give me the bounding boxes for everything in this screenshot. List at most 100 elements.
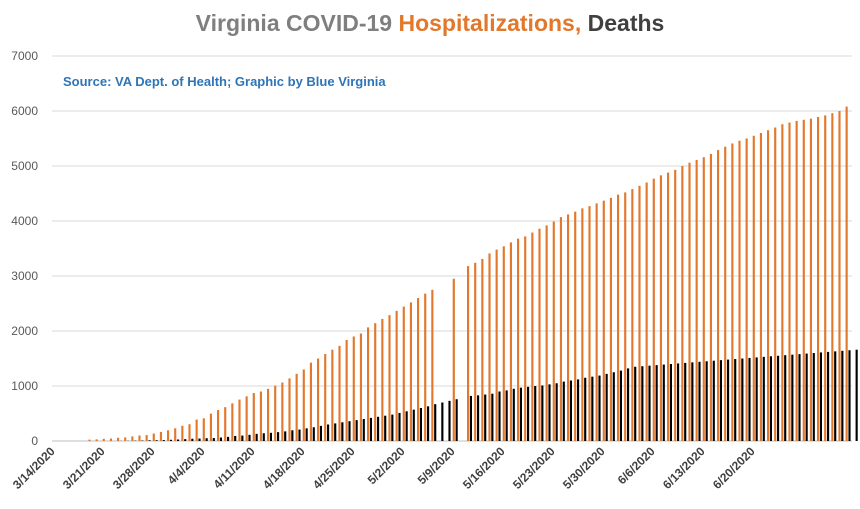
bar-hospitalizations [724,146,727,441]
x-tick-label: 5/23/2020 [510,444,558,492]
bar-hospitalizations [145,435,148,441]
bar-deaths [555,383,558,441]
bar-deaths [305,428,308,441]
bar-hospitalizations [409,302,412,441]
bar-deaths [662,364,665,441]
bar-hospitalizations [638,185,641,441]
bar-deaths [591,376,594,441]
bar-hospitalizations [595,203,598,441]
bar-hospitalizations [424,293,427,441]
bar-hospitalizations [481,258,484,441]
bar-deaths [177,439,180,441]
bar-deaths [698,361,701,441]
bar-hospitalizations [838,111,841,441]
bar-deaths [655,365,658,441]
bar-hospitalizations [452,278,455,441]
bar-deaths [427,406,430,441]
x-tick-label: 3/14/2020 [10,444,58,492]
bar-deaths [441,402,444,441]
bar-deaths [341,422,344,441]
bar-deaths [541,385,544,441]
bar-hospitalizations [288,378,291,441]
bar-hospitalizations [574,211,577,441]
bar-hospitalizations [788,122,791,442]
bar-hospitalizations [174,428,177,441]
bar-hospitalizations [388,315,391,441]
bar-deaths [634,366,637,441]
bar-deaths [669,364,672,441]
bar-hospitalizations [131,436,134,441]
bar-hospitalizations [259,391,262,441]
bar-hospitalizations [395,310,398,441]
bar-deaths [527,386,530,441]
bar-deaths [798,354,801,441]
bar-hospitalizations [124,437,127,441]
bar-deaths [748,357,751,441]
bar-deaths [769,356,772,441]
bar-hospitalizations [252,393,255,441]
bar-hospitalizations [295,373,298,441]
x-tick-label: 4/4/2020 [165,444,208,487]
bar-hospitalizations [617,194,620,441]
bar-hospitalizations [709,153,712,441]
bar-deaths [498,391,501,441]
bar-deaths [391,414,394,441]
bar-hospitalizations [374,323,377,441]
bar-hospitalizations [752,135,755,441]
x-tick-label: 4/25/2020 [310,444,358,492]
bar-deaths [519,387,522,441]
bar-deaths [562,381,565,441]
x-tick-label: 5/30/2020 [560,444,608,492]
bar-deaths [262,433,265,441]
bar-deaths [191,438,194,441]
bar-hospitalizations [567,214,570,441]
bar-hospitalizations [338,345,341,441]
bar-deaths [841,350,844,441]
bar-hospitalizations [181,425,184,441]
bar-deaths [762,356,765,441]
bar-hospitalizations [745,138,748,441]
bar-hospitalizations [538,228,541,441]
bar-deaths [234,435,237,441]
bar-deaths [819,352,822,441]
bar-deaths [419,408,422,441]
bar-hospitalizations [824,115,827,442]
bar-deaths [848,350,851,441]
bar-deaths [834,351,837,441]
chart-title: Virginia COVID-19 Hospitalizations, Deat… [0,10,860,37]
bar-hospitalizations [281,382,284,441]
bar-hospitalizations [817,117,820,442]
bar-hospitalizations [831,113,834,441]
bar-deaths [477,395,480,441]
bar-deaths [162,440,165,441]
bar-hospitalizations [195,419,198,441]
bar-deaths [505,390,508,441]
bar-hospitalizations [209,413,212,441]
bar-hospitalizations [602,200,605,441]
bar-deaths [812,353,815,441]
bar-hospitalizations [695,159,698,441]
bar-deaths [155,440,158,441]
bar-hospitalizations [167,430,170,441]
bar-hospitalizations [609,197,612,441]
bar-deaths [291,430,294,441]
bar-hospitalizations [545,225,548,441]
bar-deaths [777,355,780,441]
bar-hospitalizations [188,424,191,441]
bar-deaths [348,421,351,441]
bar-hospitalizations [309,362,312,441]
bar-hospitalizations [224,407,227,441]
bar-hospitalizations [738,140,741,441]
bar-hospitalizations [495,249,498,441]
bar-deaths [684,362,687,441]
bar-hospitalizations [645,182,648,441]
bar-hospitalizations [231,403,234,441]
bar-hospitalizations [352,336,355,441]
bar-hospitalizations [759,133,762,441]
bar-deaths [377,416,380,441]
bar-deaths [469,395,472,441]
bar-deaths [691,362,694,441]
bar-hospitalizations [809,118,812,441]
bar-deaths [512,388,515,441]
bar-deaths [198,438,201,441]
